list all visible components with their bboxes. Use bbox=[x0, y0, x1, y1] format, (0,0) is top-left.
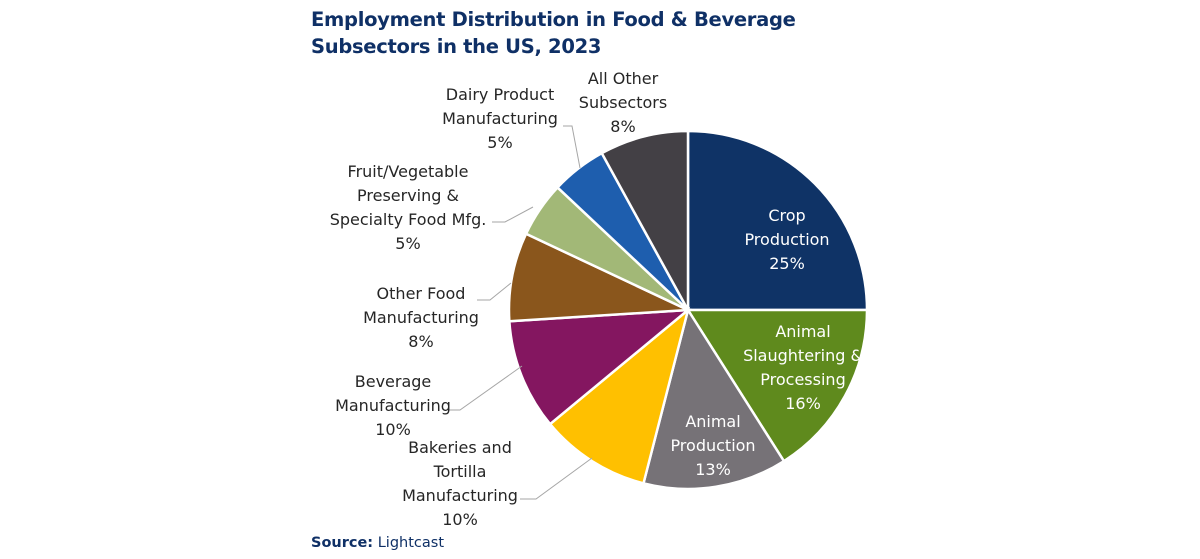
data-label-bakeries-and-tortilla-manufacturing: Bakeries and Tortilla Manufacturing 10% bbox=[402, 438, 518, 529]
data-label-all-other-subsectors: All Other Subsectors 8% bbox=[578, 69, 668, 136]
slice-animal-production bbox=[641, 306, 786, 491]
leader-line-fruit-vegetable-preserving-specialty-food-mfg bbox=[492, 206, 534, 223]
leader-line-dairy-product-manufacturing bbox=[563, 125, 581, 169]
data-label-dairy-product-manufacturing: Dairy Product Manufacturing 5% bbox=[442, 85, 558, 152]
leader-line-bakeries-and-tortilla-manufacturing bbox=[520, 457, 593, 500]
data-label-animal-production: Animal Production 13% bbox=[670, 412, 756, 479]
data-label-fruit-vegetable-preserving-specialty-food-mfg: Fruit/Vegetable Preserving & Specialty F… bbox=[329, 162, 487, 253]
slice-other-food-manufacturing bbox=[507, 232, 689, 323]
slice-all-other-subsectors bbox=[600, 129, 690, 311]
data-label-other-food-manufacturing: Other Food Manufacturing 8% bbox=[363, 284, 479, 351]
source-prefix: Source: bbox=[311, 535, 374, 551]
slice-bakeries-and-tortilla-manufacturing bbox=[548, 306, 691, 485]
data-label-animal-slaughtering-processing: Animal Slaughtering & Processing 16% bbox=[743, 322, 863, 413]
data-label-crop-production: Crop Production 25% bbox=[744, 206, 830, 273]
title-line-2: Subsectors in the US, 2023 bbox=[311, 35, 602, 58]
leader-line-other-food-manufacturing bbox=[477, 282, 512, 301]
source-note: Source: Lightcast bbox=[311, 535, 444, 551]
slice-beverage-manufacturing bbox=[508, 308, 692, 426]
source-text: Lightcast bbox=[377, 535, 445, 551]
slice-crop-production bbox=[686, 129, 869, 312]
data-label-beverage-manufacturing: Beverage Manufacturing 10% bbox=[335, 372, 451, 439]
title-line-1: Employment Distribution in Food & Bevera… bbox=[311, 8, 796, 31]
slice-animal-slaughtering-processing bbox=[685, 308, 869, 463]
leader-line-beverage-manufacturing bbox=[447, 365, 523, 411]
chart-title: Employment Distribution in Food & Bevera… bbox=[311, 6, 796, 60]
